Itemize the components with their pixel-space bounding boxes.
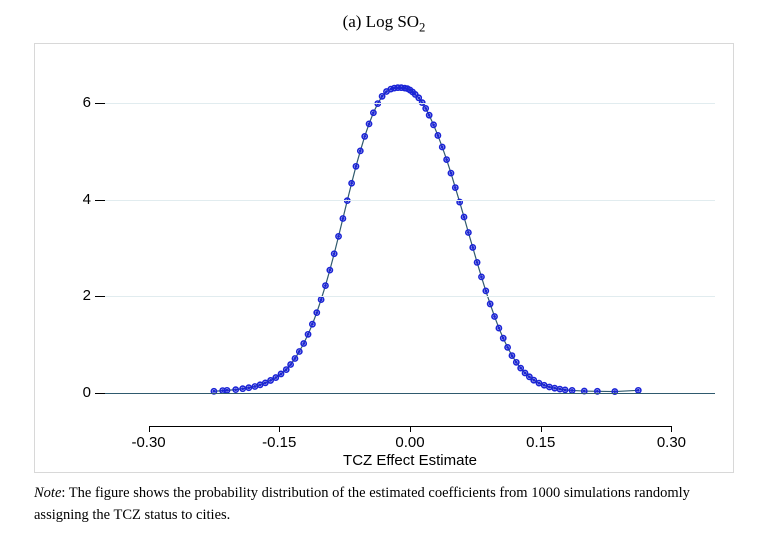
series-marker-fill xyxy=(289,363,292,366)
series-marker-fill xyxy=(294,357,297,360)
series-marker-fill xyxy=(436,134,439,137)
series-marker-fill xyxy=(502,337,505,340)
ytick-label: 4 xyxy=(61,191,91,208)
series-marker-fill xyxy=(532,379,535,382)
note-body: : The figure shows the probability distr… xyxy=(34,485,690,523)
series-marker-fill xyxy=(234,389,237,392)
gridline xyxy=(105,200,715,201)
series-marker-fill xyxy=(463,216,466,219)
series-marker-fill xyxy=(564,389,567,392)
xtick-mark xyxy=(410,426,411,432)
series-marker-fill xyxy=(424,107,427,110)
series-marker-fill xyxy=(355,165,358,168)
xtick-label: 0.30 xyxy=(657,434,686,451)
series-marker-fill xyxy=(247,387,250,390)
gridline xyxy=(105,296,715,297)
page-root: (a) Log SO2 0246-0.30-0.150.000.150.30TC… xyxy=(0,0,768,542)
series-marker-fill xyxy=(368,123,371,126)
ytick-label: 2 xyxy=(61,287,91,304)
note-lead: Note xyxy=(34,485,61,501)
title-prefix: (a) Log SO xyxy=(343,12,419,31)
chart-frame: 0 2 4 6 -0.30 -0.15 0.00 0.15 0.30 TCZ Effect Est… xyxy=(34,43,734,473)
xtick-mark xyxy=(279,426,280,432)
series-marker-fill xyxy=(274,377,277,380)
series-marker-fill xyxy=(259,384,262,387)
series-marker-fill xyxy=(506,346,509,349)
ytick-mark xyxy=(95,103,105,104)
series-marker-fill xyxy=(428,114,431,117)
series-marker-fill xyxy=(497,327,500,330)
series-marker-fill xyxy=(445,159,448,162)
plot-svg xyxy=(105,64,715,414)
series-marker-fill xyxy=(548,386,551,389)
series-marker-fill xyxy=(484,290,487,293)
series-marker-fill xyxy=(320,299,323,302)
xtick-mark xyxy=(541,426,542,432)
xtick-mark xyxy=(671,426,672,432)
series-marker-fill xyxy=(553,387,556,390)
ytick-mark xyxy=(95,200,105,201)
series-marker-fill xyxy=(480,276,483,279)
xtick-mark xyxy=(149,426,150,432)
title-subscript: 2 xyxy=(419,20,425,34)
series-marker-fill xyxy=(302,342,305,345)
series-line xyxy=(214,88,638,392)
series-marker-fill xyxy=(476,261,479,264)
series-marker-fill xyxy=(337,235,340,238)
series-marker-fill xyxy=(543,384,546,387)
series-marker-fill xyxy=(528,376,531,379)
series-marker-fill xyxy=(489,303,492,306)
series-marker-fill xyxy=(333,253,336,256)
series-marker-fill xyxy=(280,373,283,376)
series-marker-fill xyxy=(454,187,457,190)
series-marker-fill xyxy=(328,269,331,272)
series-marker-fill xyxy=(253,385,256,388)
series-marker-fill xyxy=(241,388,244,391)
series-marker-fill xyxy=(414,93,417,96)
ytick-label: 6 xyxy=(61,94,91,111)
series-marker-fill xyxy=(417,97,420,100)
plot-area xyxy=(105,64,715,414)
series-marker-fill xyxy=(432,124,435,127)
series-marker-fill xyxy=(359,150,362,153)
series-marker-fill xyxy=(493,315,496,318)
series-marker-fill xyxy=(372,112,375,115)
baseline xyxy=(105,393,715,394)
series-marker-fill xyxy=(558,388,561,391)
series-marker-fill xyxy=(519,367,522,370)
series-marker-fill xyxy=(311,323,314,326)
series-marker-fill xyxy=(285,369,288,372)
series-marker-fill xyxy=(450,172,453,175)
series-marker-fill xyxy=(363,135,366,138)
series-marker-fill xyxy=(350,182,353,185)
ytick-label: 0 xyxy=(61,384,91,401)
series-marker-fill xyxy=(524,372,527,375)
xtick-label: 0.00 xyxy=(395,434,424,451)
series-marker-fill xyxy=(471,246,474,249)
xtick-label: -0.30 xyxy=(131,434,165,451)
xtick-label: -0.15 xyxy=(262,434,296,451)
series-marker-fill xyxy=(511,355,514,358)
ytick-mark xyxy=(95,296,105,297)
ytick-mark xyxy=(95,393,105,394)
series-marker-fill xyxy=(307,333,310,336)
x-axis-label: TCZ Effect Estimate xyxy=(343,452,477,469)
series-marker-fill xyxy=(315,312,318,315)
series-marker-fill xyxy=(269,379,272,382)
series-marker-fill xyxy=(515,361,518,364)
series-marker-fill xyxy=(341,217,344,220)
series-marker-fill xyxy=(324,285,327,288)
series-marker-fill xyxy=(467,231,470,234)
figure-title: (a) Log SO2 xyxy=(28,12,740,35)
series-marker-fill xyxy=(264,382,267,385)
gridline xyxy=(105,103,715,104)
series-marker-fill xyxy=(298,350,301,353)
xtick-label: 0.15 xyxy=(526,434,555,451)
series-marker-fill xyxy=(458,201,461,204)
series-marker-fill xyxy=(538,382,541,385)
series-marker-fill xyxy=(381,95,384,98)
series-marker-fill xyxy=(441,146,444,149)
series-marker-fill xyxy=(385,90,388,93)
figure-note: Note: The figure shows the probability d… xyxy=(34,483,734,527)
